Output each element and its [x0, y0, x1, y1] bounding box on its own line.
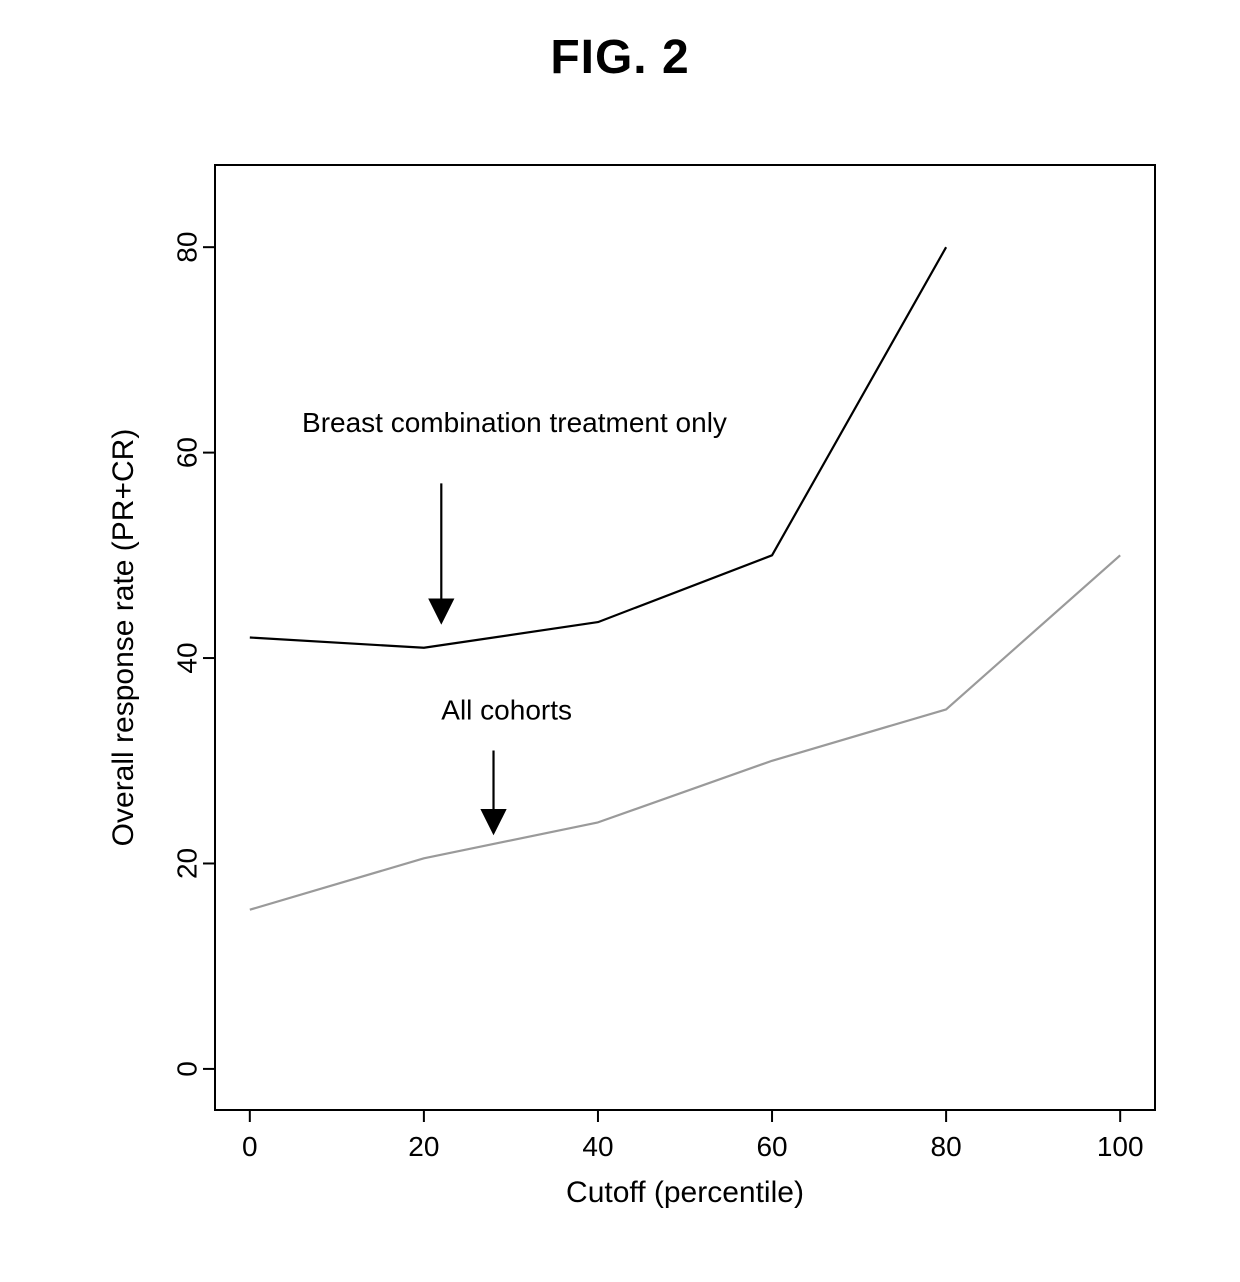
chart-container: 0 20 40 60 80 100 0 20 40 60 80 Cutoff (percentile)… [60, 145, 1180, 1225]
x-tick-label: 60 [756, 1131, 787, 1162]
x-tick-label: 80 [931, 1131, 962, 1162]
y-axis-label: Overall response rate (PR+CR) [107, 429, 140, 847]
plot-area [215, 165, 1155, 1110]
y-tick-label: 60 [171, 437, 202, 468]
all-cohorts-annotation-label: All cohorts [441, 695, 572, 726]
breast-annotation-label: Breast combination treatment only [302, 407, 727, 438]
x-tick-label: 100 [1097, 1131, 1144, 1162]
x-tick-label: 20 [408, 1131, 439, 1162]
y-tick-label: 80 [171, 232, 202, 263]
y-tick-label: 0 [171, 1061, 202, 1077]
y-tick-label: 40 [171, 642, 202, 673]
x-tick-label: 0 [242, 1131, 258, 1162]
x-axis-label: Cutoff (percentile) [566, 1176, 804, 1209]
line-chart: 0 20 40 60 80 100 0 20 40 60 80 Cutoff (percentile)… [60, 145, 1180, 1225]
figure-title: FIG. 2 [0, 30, 1240, 85]
page: FIG. 2 0 20 40 60 80 100 0 20 40 60 80 Cutoff (perc… [0, 0, 1240, 1282]
y-tick-label: 20 [171, 848, 202, 879]
x-tick-label: 40 [582, 1131, 613, 1162]
